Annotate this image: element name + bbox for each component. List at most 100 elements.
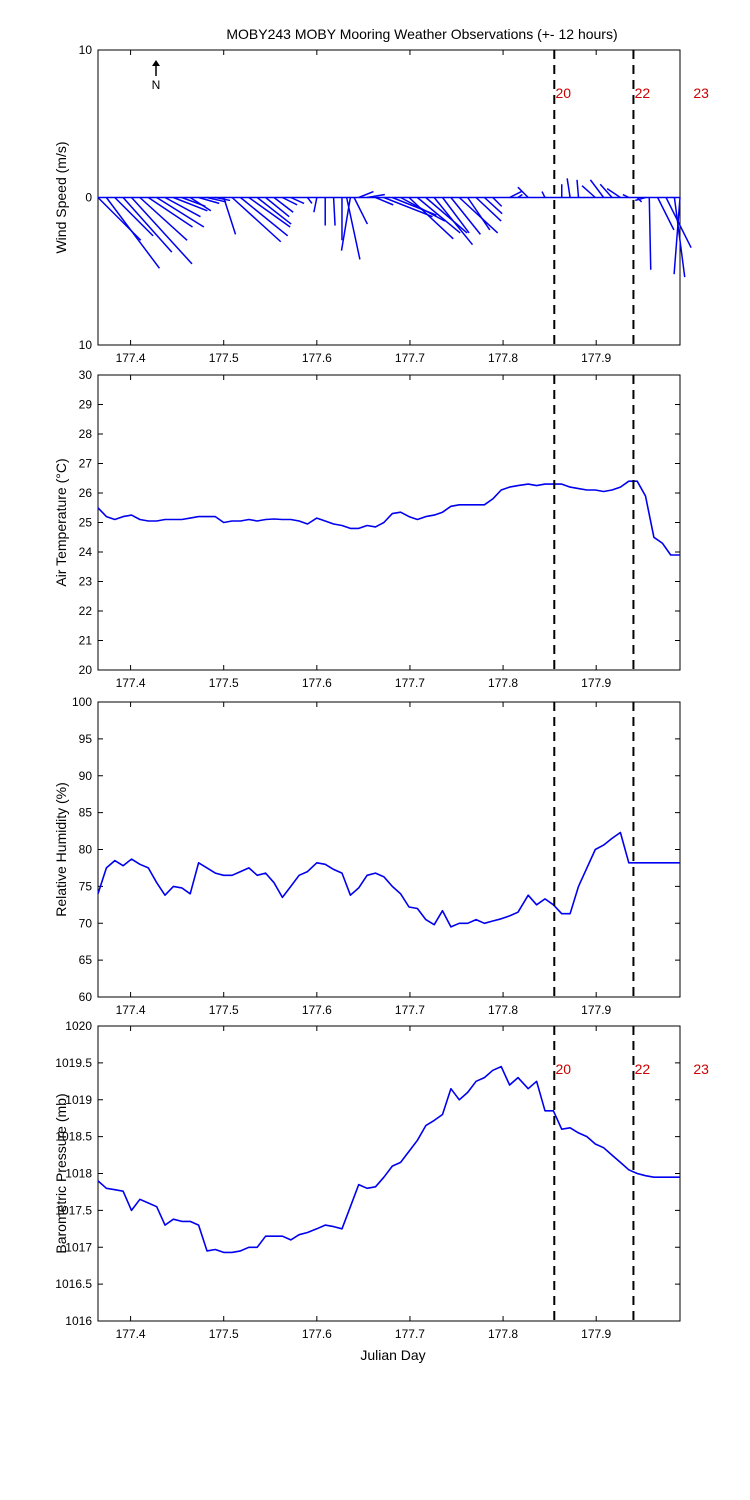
- x-tick-label: 177.8: [488, 1327, 518, 1341]
- wind-stick: [189, 196, 212, 212]
- y-tick-label: 24: [79, 545, 93, 559]
- x-tick-label: 177.6: [302, 1327, 332, 1341]
- wind-stick: [139, 196, 188, 241]
- panel-4: 177.4 177.5 177.6 177.7 177.8 177.9 1016 1016.5…: [53, 1019, 709, 1341]
- north-arrow-icon: N: [152, 60, 160, 92]
- wind-stick: [458, 196, 499, 234]
- plot-frame: [97, 1025, 681, 1322]
- y-tick-label: 30: [79, 368, 93, 382]
- wind-stick: [114, 196, 154, 237]
- x-tick-label: 177.4: [116, 1327, 146, 1341]
- y-tick-label: 100: [72, 695, 92, 709]
- y-axis-label: Relative Humidity (%): [53, 782, 69, 917]
- y-axis-label: Air Temperature (°C): [53, 458, 69, 586]
- wind-stick: [306, 197, 313, 204]
- plot-frame: [97, 374, 681, 671]
- wind-stick: [589, 179, 605, 198]
- wind-stick: [231, 196, 282, 243]
- wind-stick: [122, 197, 173, 253]
- wind-stick: [222, 197, 237, 235]
- x-tick-label: 177.4: [116, 1003, 146, 1017]
- wind-stick: [509, 190, 522, 199]
- y-tick-label: 75: [79, 879, 93, 893]
- panel-2: 177.4 177.5 177.6 177.7 177.8 177.9 20 21 22 23 24…: [53, 368, 681, 690]
- y-tick-label: 80: [79, 843, 93, 857]
- panel-1: 177.4 177.5 177.6 177.7 177.8 177.9 10 0 10 Wind …: [53, 43, 709, 365]
- y-tick-label: 1016.5: [55, 1277, 92, 1291]
- wind-stick: [517, 186, 529, 199]
- x-tick-label: 177.6: [302, 676, 332, 690]
- event-marker-label: 20: [555, 1061, 571, 1077]
- wind-stick: [353, 197, 369, 225]
- x-tick-label: 177.5: [209, 676, 239, 690]
- y-tick-label: 65: [79, 953, 93, 967]
- y-axis-label: Wind Speed (m/s): [53, 141, 69, 253]
- event-marker-label: 20: [555, 85, 571, 101]
- wind-stick: [656, 197, 675, 231]
- y-tick-label: 90: [79, 769, 93, 783]
- y-tick-label: 1017.5: [55, 1203, 92, 1217]
- wind-stick: [332, 197, 336, 226]
- wind-stick: [581, 185, 596, 199]
- wind-stick: [290, 196, 305, 205]
- wind-stick: [198, 196, 220, 205]
- wind-stick: [164, 196, 201, 218]
- x-tick-label: 177.9: [581, 1327, 611, 1341]
- y-tick-label: 95: [79, 732, 93, 746]
- event-marker-label: 23: [693, 85, 709, 101]
- event-marker-label: 22: [635, 85, 651, 101]
- x-tick-label: 177.7: [395, 1327, 425, 1341]
- chart-panels: 177.4 177.5 177.6 177.7 177.8 177.910010Wind …: [53, 43, 709, 1341]
- y-axis-label: Barometric Pressure (mb): [53, 1093, 69, 1253]
- y-tick-label: 1016: [65, 1314, 92, 1328]
- wind-stick: [517, 193, 523, 199]
- y-tick-label: 0: [85, 191, 92, 205]
- wind-stick: [105, 197, 161, 269]
- wind-stick: [416, 196, 461, 234]
- wind-stick: [265, 196, 290, 218]
- wind-stick: [375, 196, 394, 206]
- x-axis-label: Julian Day: [360, 1347, 425, 1363]
- y-tick-label: 1019: [65, 1093, 92, 1107]
- wind-stick: [599, 183, 613, 198]
- wind-stick: [240, 196, 289, 237]
- wind-stick: [635, 196, 646, 202]
- wind-stick: [541, 191, 546, 198]
- x-tick-label: 177.9: [581, 351, 611, 365]
- y-tick-label: 1018.5: [55, 1130, 92, 1144]
- x-tick-label: 177.5: [209, 1003, 239, 1017]
- wind-stick: [475, 196, 502, 222]
- panel-3: 177.4 177.5 177.6 177.7 177.8 177.9 60 65 70 75 80…: [53, 695, 681, 1017]
- wind-stick: [492, 196, 503, 207]
- wind-stick: [282, 196, 298, 206]
- wind-stick: [147, 196, 193, 228]
- y-tick-label: 25: [79, 516, 93, 530]
- y-tick-label: 1020: [65, 1019, 92, 1033]
- wind-stick: [400, 196, 446, 222]
- wind-stick: [206, 196, 227, 203]
- x-tick-label: 177.8: [488, 351, 518, 365]
- wind-stick: [606, 188, 621, 199]
- x-tick-label: 177.8: [488, 676, 518, 690]
- y-tick-label: 26: [79, 486, 93, 500]
- wind-stick: [156, 196, 205, 228]
- wind-stick: [441, 197, 470, 234]
- wind-stick: [566, 178, 571, 198]
- x-tick-label: 177.9: [581, 676, 611, 690]
- x-tick-label: 177.5: [209, 351, 239, 365]
- x-tick-label: 177.8: [488, 1003, 518, 1017]
- wind-stick: [173, 196, 208, 212]
- y-tick-label: 1019.5: [55, 1056, 92, 1070]
- y-tick-label: 70: [79, 916, 93, 930]
- x-tick-label: 177.7: [395, 1003, 425, 1017]
- series-line: [97, 1065, 680, 1254]
- y-tick-label: 85: [79, 806, 93, 820]
- event-marker-label: 23: [693, 1061, 709, 1077]
- wind-stick: [483, 196, 503, 215]
- wind-stick: [358, 190, 374, 199]
- north-arrow-head: [152, 60, 160, 66]
- x-tick-label: 177.6: [302, 351, 332, 365]
- wind-stick: [340, 197, 352, 251]
- wind-stick: [130, 196, 193, 265]
